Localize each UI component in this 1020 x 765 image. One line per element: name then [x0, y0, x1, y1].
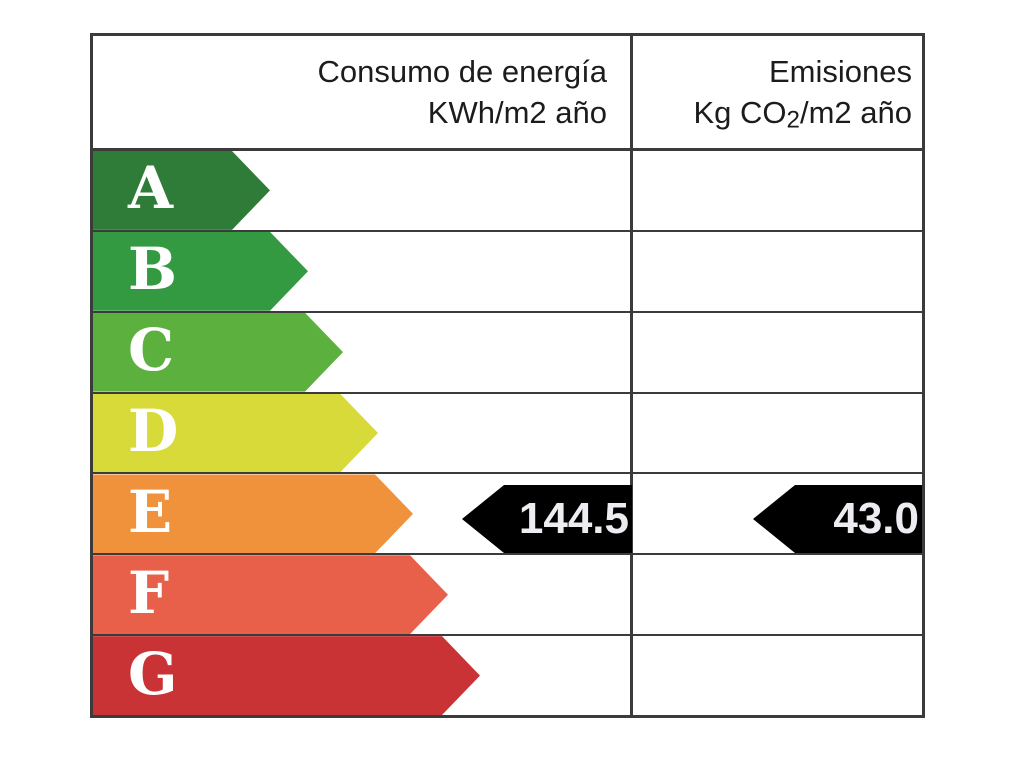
consumption-value-arrow: 144.5 [462, 485, 632, 553]
rating-letter: D [128, 397, 179, 465]
rating-row: G [93, 634, 922, 715]
table-header: Consumo de energía KWh/m2 año Emisiones … [93, 36, 922, 151]
rating-row: D [93, 391, 922, 473]
rating-arrow-B: B [93, 232, 308, 311]
rating-row: A [93, 151, 922, 230]
rating-row: B [93, 229, 922, 311]
emissions-unit: Kg CO2/m2 año [642, 92, 913, 140]
emissions-value: 43.0 [833, 494, 919, 543]
emissions-unit-suffix: /m2 año [799, 95, 912, 130]
rating-row: F [93, 553, 922, 634]
rating-letter: F [128, 558, 170, 627]
rating-row: C [93, 310, 922, 392]
emissions-title: Emisiones [769, 54, 912, 89]
consumption-header: Consumo de energía KWh/m2 año [93, 36, 630, 148]
rating-arrow-D: D [93, 394, 378, 473]
consumption-value: 144.5 [518, 494, 629, 543]
emissions-value-arrow: 43.0 [753, 485, 922, 553]
emissions-unit-prefix: Kg CO [693, 95, 787, 130]
rating-arrow-E: E [93, 474, 413, 553]
rating-letter: G [128, 639, 178, 708]
rating-letter: B [128, 235, 178, 304]
rating-row: E [93, 472, 922, 553]
rating-table: Consumo de energía KWh/m2 año Emisiones … [90, 33, 925, 718]
consumption-title: Consumo de energía [317, 54, 607, 89]
column-divider [630, 36, 633, 715]
consumption-unit: KWh/m2 año [427, 95, 607, 130]
rating-letter: A [128, 154, 174, 223]
co2-subscript: 2 [786, 106, 800, 134]
emissions-header: Emisiones Kg CO2/m2 año [630, 36, 922, 148]
rating-arrow-F: F [93, 555, 448, 634]
rating-letter: E [128, 477, 173, 546]
rating-arrow-C: C [93, 313, 343, 392]
rating-arrow-A: A [93, 151, 270, 230]
rating-letter: C [128, 316, 175, 385]
rating-arrow-G: G [93, 636, 480, 715]
rating-rows: A B C D E F G [93, 151, 922, 715]
